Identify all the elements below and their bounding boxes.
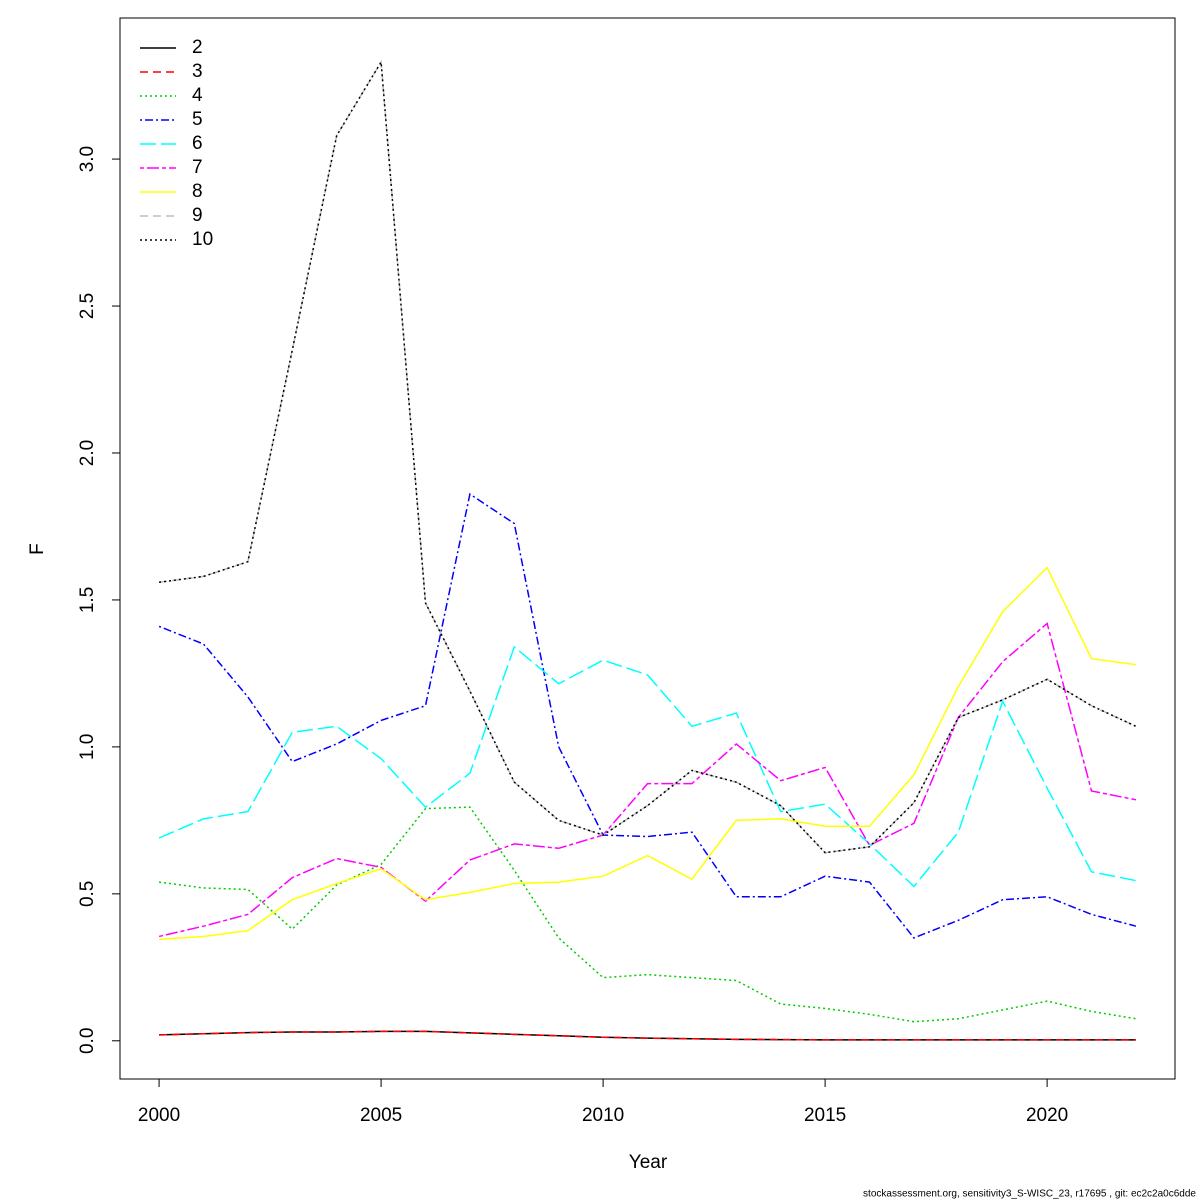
x-axis-label: Year — [629, 1152, 668, 1173]
legend-label: 10 — [192, 229, 213, 250]
plot-frame — [119, 17, 1176, 1080]
footer: stockassessment.org, sensitivity3_S-WISC… — [863, 1189, 1196, 1200]
legend-label: 7 — [192, 157, 203, 178]
x-tick-label: 2020 — [1026, 1105, 1068, 1126]
series-line — [158, 622, 1137, 938]
y-tick-label: 1.5 — [77, 587, 98, 613]
x-tick-label: 2005 — [360, 1105, 402, 1126]
y-tick-label: 3.0 — [77, 146, 98, 172]
series-line — [158, 59, 1137, 854]
y-tick-label: 0.0 — [77, 1028, 98, 1054]
series-line — [158, 59, 1137, 854]
legend-label: 9 — [192, 205, 203, 226]
y-tick-label: 0.5 — [77, 881, 98, 907]
series-line — [158, 806, 1137, 1023]
y-axis-label: F — [27, 543, 48, 555]
y-tick-label: 1.0 — [77, 734, 98, 760]
legend-label: 2 — [192, 37, 203, 58]
x-tick-label: 2015 — [804, 1105, 846, 1126]
legend-label: 4 — [192, 85, 203, 106]
series-line — [159, 1030, 1136, 1041]
legend-label: 6 — [192, 133, 203, 154]
x-tick-label: 2000 — [138, 1105, 180, 1126]
series-line — [158, 645, 1137, 888]
series-line — [158, 492, 1137, 939]
x-tick-label: 2010 — [582, 1105, 624, 1126]
series-line — [159, 566, 1137, 941]
legend-label: 3 — [192, 61, 203, 82]
y-tick-label: 2.0 — [77, 440, 98, 466]
legend-label: 8 — [192, 181, 203, 202]
legend-label: 5 — [192, 109, 203, 130]
y-tick-label: 2.5 — [77, 293, 98, 319]
